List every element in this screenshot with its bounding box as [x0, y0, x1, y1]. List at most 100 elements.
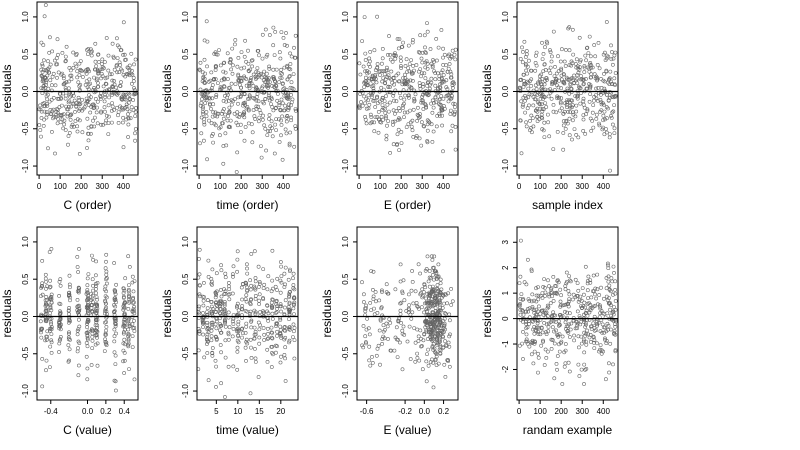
data-point [270, 248, 275, 253]
data-point [133, 110, 138, 114]
data-point [607, 361, 611, 366]
data-point [604, 341, 609, 346]
data-point [103, 95, 108, 99]
data-point [583, 324, 588, 329]
data-point [434, 124, 439, 129]
data-point [84, 341, 89, 345]
data-point [210, 311, 215, 316]
data-point [419, 344, 424, 349]
data-point [49, 322, 53, 327]
data-point [406, 66, 411, 71]
data-point [277, 80, 282, 85]
data-point [575, 93, 580, 98]
data-point [452, 111, 457, 116]
data-point [599, 92, 603, 97]
data-point [261, 101, 266, 106]
data-point [95, 363, 100, 368]
data-point [94, 320, 99, 325]
data-point [121, 331, 126, 336]
data-point [76, 373, 81, 378]
data-point [269, 97, 274, 101]
data-point [102, 99, 107, 104]
data-point [91, 257, 95, 262]
y-tick-label: -1.0 [21, 384, 30, 398]
data-point [541, 312, 546, 317]
data-point [564, 270, 569, 275]
data-point [583, 305, 587, 310]
data-point [611, 264, 616, 269]
data-point [423, 50, 428, 55]
data-point [375, 95, 379, 100]
data-point [602, 72, 606, 76]
data-point [94, 78, 99, 83]
data-point [201, 94, 206, 99]
data-point [363, 101, 368, 106]
data-point [85, 48, 89, 52]
data-point [542, 120, 547, 125]
data-point [46, 146, 50, 151]
data-point [77, 246, 81, 251]
data-point [526, 257, 530, 262]
data-point [429, 337, 434, 342]
data-point [574, 319, 579, 324]
data-point [252, 97, 257, 101]
data-point [58, 120, 63, 125]
data-point [535, 115, 540, 119]
data-point [48, 328, 52, 333]
data-point [47, 65, 52, 70]
data-point [43, 104, 48, 109]
data-point [103, 301, 108, 306]
data-point [129, 68, 134, 73]
data-point [381, 69, 386, 74]
data-point [521, 85, 526, 89]
data-point [574, 62, 578, 66]
y-axis-title: residuals [0, 64, 14, 112]
data-point [521, 50, 525, 54]
data-point [384, 133, 389, 138]
data-point [223, 271, 228, 276]
data-point [429, 61, 434, 66]
data-point [205, 339, 210, 344]
data-point [254, 104, 259, 109]
data-point [44, 358, 49, 363]
data-point [280, 81, 285, 86]
data-point [410, 72, 414, 76]
data-point [430, 272, 435, 277]
data-point [116, 113, 120, 118]
data-point [45, 284, 50, 289]
data-point [278, 56, 283, 61]
data-point [587, 99, 592, 104]
data-point [442, 316, 447, 321]
x-tick-label: 0.0 [419, 407, 431, 416]
data-point [433, 83, 438, 88]
data-point [421, 124, 426, 128]
data-point [121, 359, 126, 364]
data-point [55, 62, 60, 67]
data-point [534, 87, 539, 91]
data-point [222, 318, 227, 323]
data-point [219, 307, 224, 312]
x-axis-title: C (value) [63, 423, 112, 437]
data-point [113, 296, 118, 300]
data-point [367, 76, 372, 81]
data-point [44, 286, 48, 291]
data-point [284, 31, 288, 35]
data-point [606, 327, 610, 332]
data-point [58, 334, 63, 339]
data-point [587, 34, 592, 39]
data-point [112, 67, 117, 72]
data-point [435, 335, 440, 340]
data-point [201, 325, 205, 330]
data-point [561, 72, 566, 76]
data-point [227, 325, 232, 330]
data-point [613, 324, 618, 329]
data-point [425, 91, 430, 96]
data-point [243, 38, 248, 43]
data-point [45, 329, 50, 334]
data-point [197, 256, 201, 261]
data-point [437, 308, 442, 313]
data-point [131, 75, 136, 80]
data-point [400, 82, 405, 87]
data-point [398, 301, 403, 306]
data-point [201, 138, 206, 143]
